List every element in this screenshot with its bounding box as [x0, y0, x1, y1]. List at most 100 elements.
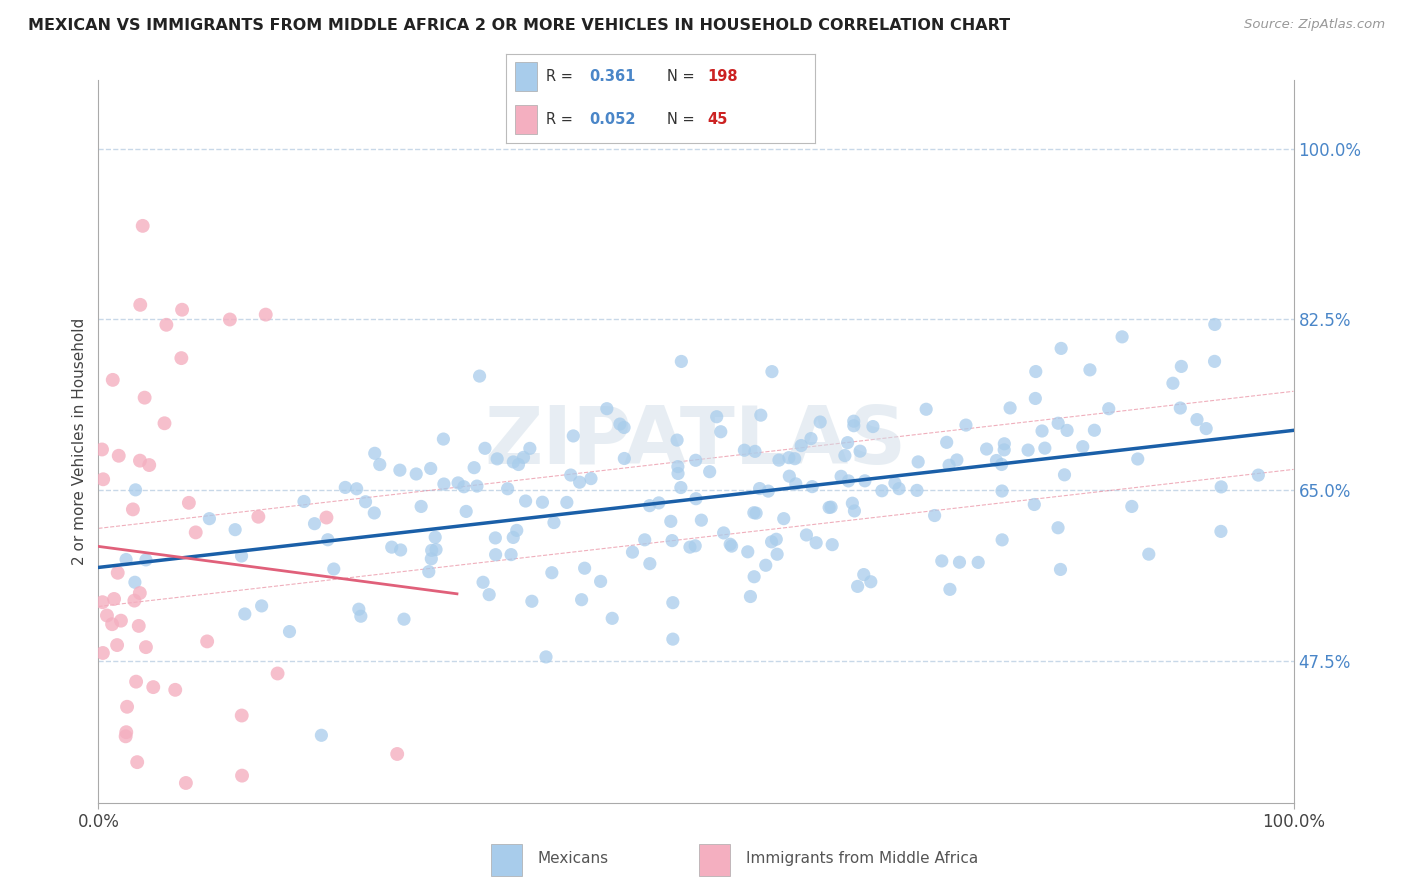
Point	[389, 543, 412, 558]
Bar	[516, 105, 537, 134]
Point	[1211, 480, 1233, 494]
Point	[1024, 392, 1046, 406]
Point	[418, 565, 440, 579]
Point	[600, 611, 623, 625]
Point	[748, 482, 770, 496]
Point	[364, 446, 387, 460]
Point	[474, 442, 496, 456]
Point	[1098, 401, 1121, 416]
Point	[778, 450, 800, 465]
Point	[381, 540, 404, 554]
Point	[683, 539, 706, 553]
Point	[335, 480, 357, 494]
Point	[135, 640, 157, 654]
Point	[613, 420, 636, 434]
Point	[862, 419, 884, 434]
Point	[666, 433, 689, 447]
Point	[231, 708, 253, 723]
Point	[1111, 330, 1133, 344]
Point	[837, 435, 859, 450]
Point	[478, 588, 501, 602]
Point	[224, 523, 246, 537]
Point	[447, 475, 470, 490]
Point	[502, 531, 524, 545]
Point	[463, 460, 485, 475]
Point	[808, 415, 831, 429]
Point	[870, 483, 893, 498]
Point	[555, 495, 578, 509]
Point	[138, 458, 160, 472]
Point	[699, 465, 721, 479]
Point	[103, 591, 125, 606]
Point	[818, 500, 841, 515]
Point	[837, 474, 859, 488]
Point	[1053, 467, 1076, 482]
Text: 198: 198	[707, 70, 738, 84]
Point	[1204, 318, 1226, 332]
Point	[392, 612, 415, 626]
Point	[849, 444, 872, 458]
Point	[1168, 401, 1191, 415]
Point	[710, 425, 733, 439]
Point	[101, 373, 124, 387]
Point	[363, 506, 385, 520]
Point	[841, 496, 863, 510]
Point	[785, 476, 807, 491]
Bar	[516, 62, 537, 92]
Point	[990, 458, 1012, 472]
Point	[609, 417, 631, 431]
Text: ZIPATLAS: ZIPATLAS	[485, 402, 907, 481]
Point	[830, 469, 852, 483]
Point	[515, 494, 537, 508]
Text: N =: N =	[666, 70, 699, 84]
Point	[842, 418, 865, 433]
Point	[1126, 452, 1149, 467]
Point	[834, 449, 856, 463]
Point	[432, 432, 454, 446]
Point	[486, 451, 509, 466]
Point	[250, 599, 273, 613]
Point	[499, 548, 522, 562]
Point	[231, 549, 253, 563]
Point	[134, 391, 156, 405]
Point	[347, 602, 370, 616]
Point	[986, 453, 1008, 467]
Point	[433, 477, 456, 491]
Point	[127, 755, 149, 769]
Point	[706, 409, 728, 424]
Point	[924, 508, 946, 523]
Point	[669, 481, 692, 495]
Point	[883, 476, 905, 491]
Point	[562, 429, 585, 443]
Text: 0.361: 0.361	[589, 70, 636, 84]
Point	[938, 458, 960, 473]
Point	[508, 458, 530, 472]
Point	[122, 502, 145, 516]
Point	[142, 680, 165, 694]
Point	[346, 482, 368, 496]
Point	[931, 554, 953, 568]
Bar	[491, 844, 522, 876]
Point	[506, 524, 529, 538]
Point	[720, 539, 742, 553]
Point	[231, 769, 253, 783]
Point	[948, 555, 970, 569]
Point	[821, 538, 844, 552]
Point	[316, 533, 339, 547]
Point	[1071, 440, 1094, 454]
Point	[472, 575, 495, 590]
Point	[621, 545, 644, 559]
Point	[859, 574, 882, 589]
Point	[1161, 376, 1184, 391]
Point	[685, 453, 707, 467]
Text: N =: N =	[666, 112, 699, 127]
Point	[659, 514, 682, 528]
Point	[662, 596, 685, 610]
Point	[129, 298, 152, 312]
Point	[666, 459, 689, 474]
Point	[425, 542, 447, 557]
Point	[420, 551, 443, 566]
Point	[801, 480, 824, 494]
Point	[804, 535, 827, 549]
Point	[955, 418, 977, 433]
